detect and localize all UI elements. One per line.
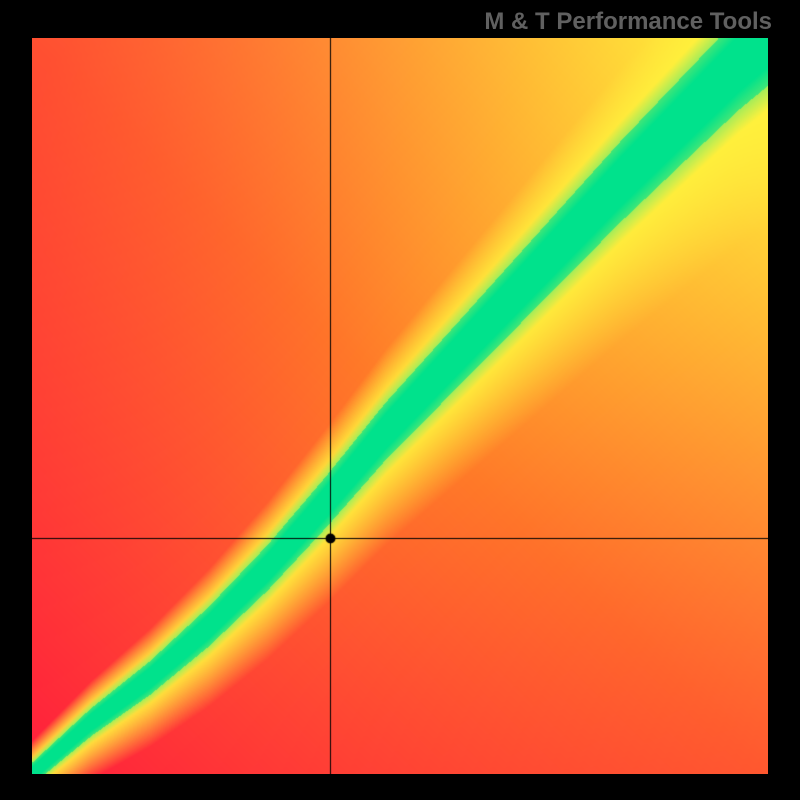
- bottleneck-heatmap: [32, 38, 768, 774]
- watermark-text: M & T Performance Tools: [484, 8, 772, 36]
- chart-container: { "chart": { "type": "heatmap", "outer_s…: [0, 0, 800, 800]
